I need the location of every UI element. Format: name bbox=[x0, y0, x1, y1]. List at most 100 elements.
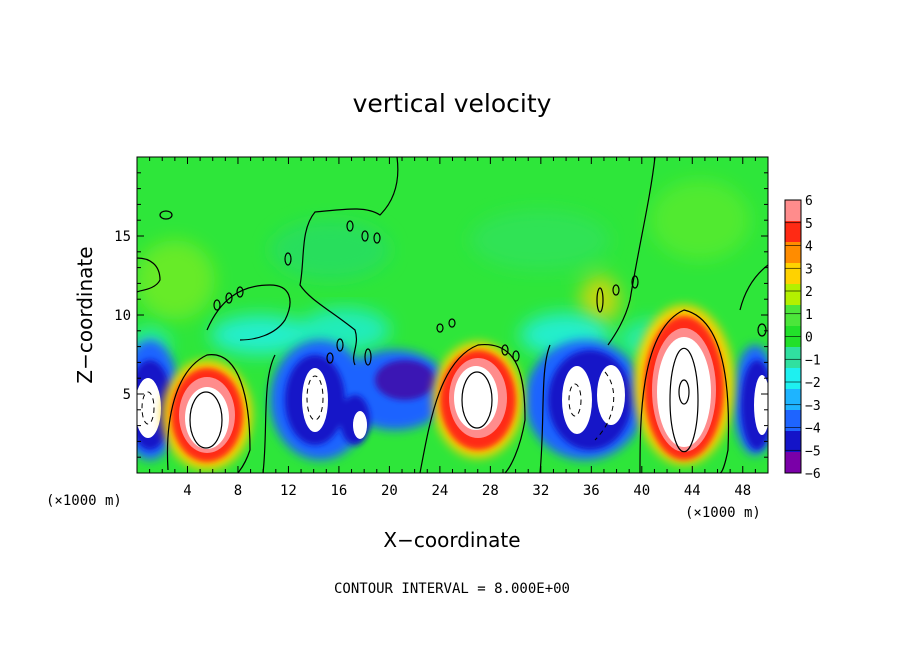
x-unit-label: (×1000 m) bbox=[685, 505, 761, 521]
negative-contour bbox=[594, 371, 615, 441]
colorbar-tick-label: −5 bbox=[805, 444, 821, 459]
x-tick-label: 12 bbox=[280, 483, 297, 499]
colorbar-swatch bbox=[785, 368, 801, 389]
y-tick-label: 5 bbox=[123, 387, 131, 403]
negative-contours bbox=[141, 371, 615, 441]
colorbar-tick-label: 4 bbox=[805, 240, 813, 255]
contour-line bbox=[206, 284, 291, 341]
contour-loop bbox=[631, 275, 639, 289]
colorbar-tick-label: −3 bbox=[805, 399, 821, 414]
field-patch bbox=[650, 180, 750, 260]
contour-loop bbox=[364, 348, 372, 366]
colorbar-swatch bbox=[785, 242, 801, 263]
contour-loop bbox=[612, 284, 620, 296]
y-unit-label: (×1000 m) bbox=[46, 493, 122, 509]
colorbar-swatch bbox=[785, 263, 801, 284]
contour-loop bbox=[213, 299, 221, 311]
negative-contour bbox=[306, 375, 324, 421]
x-tick-label: 20 bbox=[381, 483, 398, 499]
contour-line bbox=[299, 157, 399, 366]
colorbar-tick-label: 3 bbox=[805, 262, 813, 277]
downdraft-extreme bbox=[137, 378, 161, 438]
x-tick-label: 36 bbox=[583, 483, 600, 499]
colorbar-swatch bbox=[785, 410, 801, 431]
x-tick-label: 32 bbox=[532, 483, 549, 499]
contour-line bbox=[669, 347, 699, 453]
contour-line bbox=[461, 371, 493, 429]
field-patch bbox=[470, 210, 610, 270]
colorbar-tick-label: 2 bbox=[805, 285, 813, 300]
contour-loop bbox=[757, 323, 767, 337]
contour-loop bbox=[225, 292, 233, 304]
colorbar-tick-label: −6 bbox=[805, 467, 821, 482]
contour-line bbox=[189, 391, 223, 449]
contour-loop bbox=[336, 338, 344, 352]
x-tick-label: 24 bbox=[431, 483, 448, 499]
colorbar-swatch bbox=[785, 221, 801, 242]
x-tick-label: 8 bbox=[234, 483, 242, 499]
contour-line bbox=[539, 344, 551, 473]
contour-line bbox=[419, 344, 526, 473]
contour-loop bbox=[346, 220, 354, 232]
x-tick-label: 40 bbox=[633, 483, 650, 499]
contour-line bbox=[607, 157, 656, 346]
contour-line bbox=[678, 379, 690, 405]
x-tick-label: 4 bbox=[183, 483, 191, 499]
downdraft-extreme bbox=[754, 375, 768, 435]
y-axis-label: Z−coordinate bbox=[73, 246, 97, 383]
contour-loop bbox=[159, 210, 173, 220]
negative-contour bbox=[568, 383, 582, 417]
contour-loop bbox=[236, 286, 244, 298]
chart-title: vertical velocity bbox=[353, 89, 552, 118]
plot-area bbox=[137, 157, 768, 473]
contour-line bbox=[639, 309, 730, 473]
contour-loop bbox=[361, 230, 369, 242]
x-tick-label: 28 bbox=[482, 483, 499, 499]
colorbar: 6 5 4 3 2 1 0 −1 −2 −3 −4 −5 −6 bbox=[784, 194, 821, 482]
colorbar-swatch bbox=[785, 284, 801, 305]
x-tick-label: 16 bbox=[330, 483, 347, 499]
colorbar-tick-label: −4 bbox=[805, 422, 821, 437]
updraft-extreme bbox=[657, 337, 711, 447]
contour-line bbox=[137, 257, 161, 293]
contour-line bbox=[262, 354, 276, 473]
x-axis-label: X−coordinate bbox=[383, 528, 520, 552]
negative-contour bbox=[141, 391, 155, 425]
colorbar-tick-label: −1 bbox=[805, 353, 821, 368]
colorbar-tick-label: −2 bbox=[805, 376, 821, 391]
x-tick-label: 44 bbox=[684, 483, 701, 499]
field-patch bbox=[137, 240, 215, 320]
contour-loop bbox=[448, 318, 456, 328]
downdraft-extreme bbox=[353, 411, 367, 439]
downdraft-extreme bbox=[597, 365, 625, 425]
contour-loop bbox=[596, 287, 604, 313]
downdraft-extreme bbox=[562, 366, 592, 434]
y-tick-label: 10 bbox=[114, 308, 131, 324]
colorbar-swatch bbox=[785, 389, 801, 410]
contour-lines bbox=[137, 157, 768, 473]
colorbar-swatch bbox=[785, 200, 801, 221]
colorbar-swatch bbox=[785, 305, 801, 326]
contour-interval-note: CONTOUR INTERVAL = 8.000E+00 bbox=[334, 581, 570, 597]
colorbar-tick-label: 5 bbox=[805, 217, 813, 232]
colorbar-swatch bbox=[785, 431, 801, 452]
contour-line bbox=[166, 354, 251, 473]
contour-loop bbox=[373, 232, 381, 244]
x-tick-label: 48 bbox=[734, 483, 751, 499]
field-patch bbox=[270, 220, 390, 280]
field-patch bbox=[580, 275, 620, 325]
y-axis: 5 10 15 bbox=[114, 172, 768, 458]
contour-loop bbox=[512, 350, 520, 362]
colorbar-tick-label: 0 bbox=[805, 331, 813, 346]
contour-loop bbox=[284, 252, 292, 266]
contour-loop bbox=[326, 352, 334, 364]
downdraft-core bbox=[375, 360, 435, 400]
field-patch bbox=[210, 315, 310, 355]
y-tick-label: 15 bbox=[114, 229, 131, 245]
x-axis: 4 8 12 16 20 24 28 32 36 40 44 48 bbox=[149, 157, 756, 499]
downdraft-extreme bbox=[302, 368, 328, 432]
colorbar-tick-label: 1 bbox=[805, 308, 813, 323]
contour-loop bbox=[436, 323, 444, 333]
colorbar-tick-label: 6 bbox=[805, 194, 813, 209]
